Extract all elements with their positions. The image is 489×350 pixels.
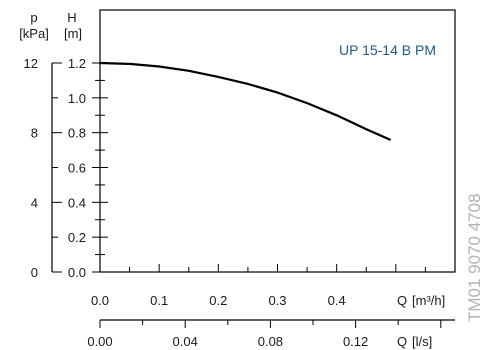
- h-tick-label: 1.0: [68, 91, 86, 106]
- h-tick-label: 0.6: [68, 161, 86, 176]
- x2-tick-label: 0.00: [87, 334, 112, 349]
- h-axis-unit: [m]: [64, 26, 82, 41]
- p-axis-unit: [kPa]: [19, 26, 49, 41]
- x2-tick-label: 0.12: [343, 334, 368, 349]
- x-tick-label: 0.2: [209, 293, 227, 308]
- p-tick-label: 4: [31, 195, 38, 210]
- h-tick-label: 0.8: [68, 126, 86, 141]
- x-axis-primary-unit: [m³/h]: [412, 293, 445, 308]
- p-axis-ticks: 0 4 8 12: [24, 56, 62, 280]
- p-tick-label: 0: [31, 265, 38, 280]
- x-axis-primary-label: Q: [397, 293, 407, 308]
- watermark-text: TM01 9070 4708: [465, 193, 484, 322]
- x2-tick-label: 0.04: [173, 334, 198, 349]
- p-tick-label: 8: [31, 126, 38, 141]
- x-tick-label: 0.4: [328, 293, 346, 308]
- h-tick-label: 0.4: [68, 195, 86, 210]
- h-tick-label: 0.2: [68, 230, 86, 245]
- x-axis-secondary-unit: [l/s]: [412, 334, 432, 349]
- h-tick-label: 0.0: [68, 265, 86, 280]
- x2-tick-label: 0.08: [258, 334, 283, 349]
- h-axis-label: H: [67, 10, 76, 25]
- h-tick-label: 1.2: [68, 56, 86, 71]
- x-tick-label: 0.3: [268, 293, 286, 308]
- p-axis-label: p: [30, 10, 37, 25]
- x-axis-primary-ticks: 0.0 0.1 0.2 0.3 0.4: [91, 264, 456, 308]
- series-label: UP 15-14 B PM: [339, 42, 436, 58]
- x-tick-label: 0.0: [91, 293, 109, 308]
- x-tick-label: 0.1: [150, 293, 168, 308]
- x-axis-secondary-ticks: 0.00 0.04 0.08 0.12: [87, 320, 442, 349]
- p-tick-label: 12: [24, 56, 38, 71]
- h-axis-ticks: 0.0 0.2 0.4 0.6 0.8 1.0 1.2: [68, 56, 108, 280]
- x-axis-secondary-label: Q: [397, 334, 407, 349]
- pump-curve-line: [98, 61, 391, 141]
